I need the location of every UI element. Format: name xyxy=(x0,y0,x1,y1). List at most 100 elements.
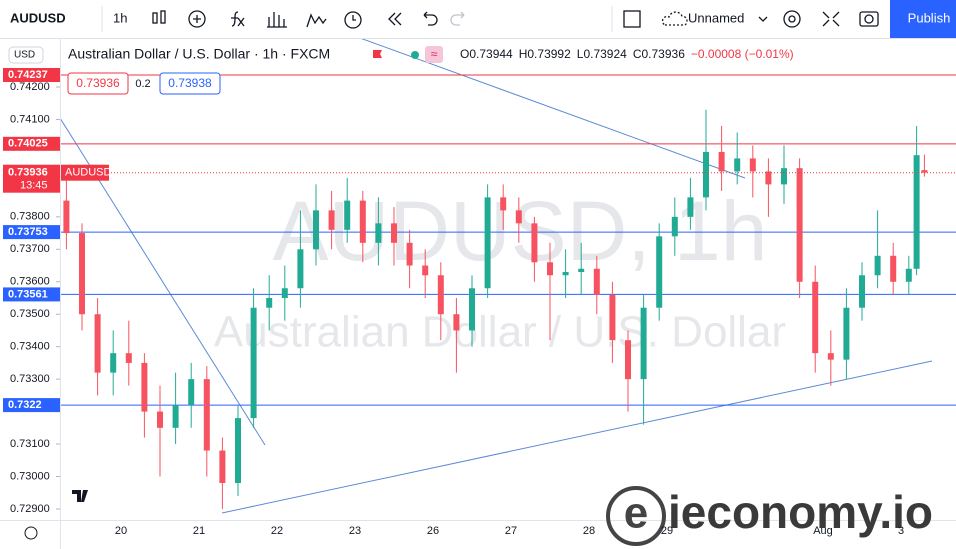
chevron[interactable] xyxy=(758,16,768,22)
plus xyxy=(193,15,201,23)
candle-icon[interactable] xyxy=(160,10,166,24)
candle-body xyxy=(78,233,85,315)
lens xyxy=(864,14,874,24)
trend-line xyxy=(221,360,933,514)
layout-name[interactable]: Unnamed xyxy=(688,10,744,25)
candle-icon[interactable] xyxy=(152,12,158,24)
price-line-label-bg xyxy=(3,398,60,413)
legend-value: −0.00008 (−0.01%) xyxy=(691,47,794,61)
candle-body xyxy=(874,255,881,276)
candle-body xyxy=(313,210,319,250)
fx-icon[interactable] xyxy=(231,11,245,27)
last-price-label: 0.73936 xyxy=(8,167,48,179)
sell-price[interactable]: 0.73936 xyxy=(76,76,120,90)
candle-body xyxy=(812,281,819,354)
replay-icon[interactable] xyxy=(388,12,402,26)
watermark-symbol: AUDUSD, 1h xyxy=(273,184,768,278)
logo-ring xyxy=(606,486,666,546)
candle-body xyxy=(188,379,195,406)
redo-icon xyxy=(450,11,465,26)
legend-value: H0.73992 xyxy=(519,47,571,61)
y-tick-label: 0.74200 xyxy=(10,81,50,93)
candle-body xyxy=(203,379,210,451)
candle-body xyxy=(156,411,163,428)
candle-body xyxy=(453,314,460,331)
interval[interactable]: 1h xyxy=(113,10,127,25)
watermark-name: Australian Dollar / U.S. Dollar xyxy=(214,308,786,357)
candle-body xyxy=(913,155,920,269)
currency-box[interactable] xyxy=(8,46,44,64)
trend-line xyxy=(359,38,746,179)
candle-body xyxy=(781,168,788,185)
candle-body xyxy=(172,405,179,428)
candle-body xyxy=(375,223,382,243)
candle-body xyxy=(110,353,117,373)
toolbar-icons xyxy=(152,10,879,29)
logo-mark: e xyxy=(624,489,648,538)
candle-body xyxy=(266,297,273,308)
candle-body xyxy=(515,210,522,224)
x-tick-label: 29 xyxy=(661,525,673,537)
status-icon: ≈ xyxy=(431,47,438,61)
price-line-label: 0.74237 xyxy=(8,69,48,81)
candle-body xyxy=(391,223,398,243)
tv-logo xyxy=(72,490,88,502)
undo-icon[interactable] xyxy=(423,11,438,26)
buy-price[interactable]: 0.73938 xyxy=(168,76,212,90)
countdown: 13:45 xyxy=(20,180,48,192)
x-tick-label: 3 xyxy=(898,525,904,537)
settings-icon[interactable] xyxy=(783,10,801,28)
x-tick-label: 27 xyxy=(505,525,517,537)
sell-button[interactable] xyxy=(67,72,129,95)
legend: O0.73944 H0.73992 L0.73924 C0.73936 −0.00008… xyxy=(460,47,794,61)
candle-body xyxy=(562,272,569,276)
candle-body xyxy=(921,170,928,173)
symbol[interactable]: AUDUSD xyxy=(10,10,66,25)
buy-button[interactable] xyxy=(159,72,221,95)
candle-body xyxy=(609,294,616,341)
legend-value: L0.73924 xyxy=(577,47,627,61)
fullscreen-icon[interactable] xyxy=(822,11,840,27)
snapshot-icon[interactable] xyxy=(859,11,879,27)
x-tick-label: 26 xyxy=(427,525,439,537)
status-dot xyxy=(411,51,419,59)
indicator-add-icon[interactable] xyxy=(188,10,206,28)
candle-body xyxy=(344,200,351,230)
x-tick-label: 28 xyxy=(583,525,595,537)
price-line-label-bg xyxy=(3,225,60,240)
candle-body xyxy=(484,197,491,289)
candle-body xyxy=(219,450,226,483)
status-badge xyxy=(425,46,443,63)
layout-icon[interactable] xyxy=(623,10,641,28)
candle-body xyxy=(593,268,600,295)
price-tag: AUDUSD xyxy=(65,167,112,179)
spread: 0.2 xyxy=(135,78,150,90)
candle-body xyxy=(687,197,694,217)
templates-icon[interactable] xyxy=(267,12,287,28)
compare-icon[interactable] xyxy=(306,13,327,28)
publish-button[interactable] xyxy=(890,0,956,38)
candle-body xyxy=(765,171,772,185)
axis-settings-icon[interactable] xyxy=(24,526,38,540)
y-tick-label: 0.73800 xyxy=(10,211,50,223)
alert-icon[interactable] xyxy=(344,11,362,29)
settings-center xyxy=(788,15,796,23)
candle-body xyxy=(890,255,897,282)
candle-body xyxy=(469,288,476,331)
candle-body xyxy=(531,223,538,263)
candle-body xyxy=(827,353,834,360)
candle-body xyxy=(281,288,288,298)
candle-body xyxy=(125,353,132,363)
candle-body xyxy=(796,168,803,282)
price-line-label-bg xyxy=(3,68,60,83)
candle-body xyxy=(578,268,585,273)
candle-body xyxy=(359,200,366,243)
y-tick-label: 0.74100 xyxy=(10,113,50,125)
currency[interactable]: USD xyxy=(14,50,35,61)
y-tick-label: 0.73600 xyxy=(10,276,50,288)
legend-value: O0.73944 xyxy=(460,47,513,61)
publish-label[interactable]: Publish xyxy=(908,10,951,25)
candle-body xyxy=(141,362,148,412)
